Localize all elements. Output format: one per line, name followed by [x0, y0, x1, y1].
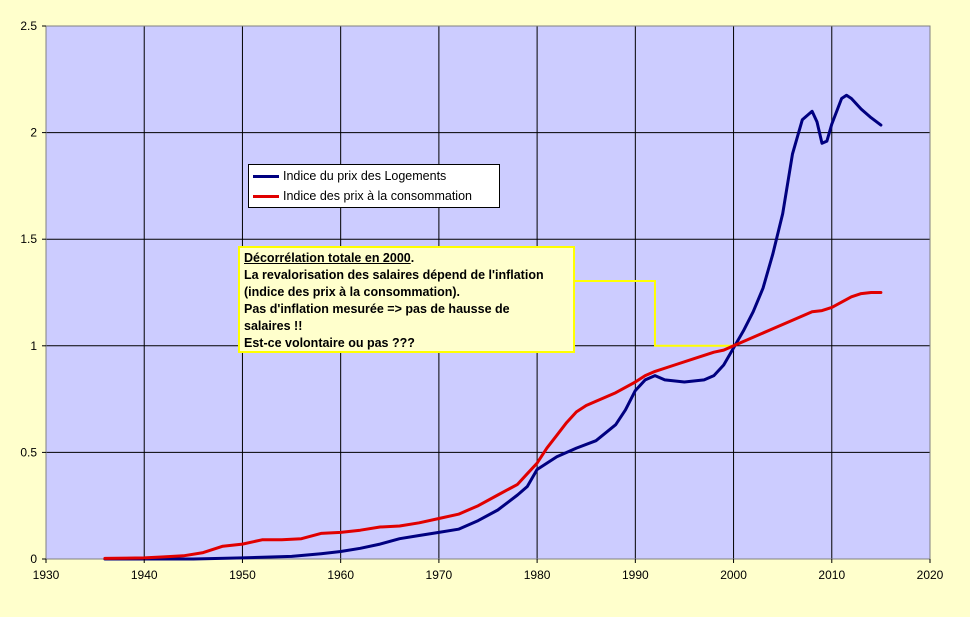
x-tick-label-1960: 1960: [327, 568, 354, 582]
x-tick-label-1940: 1940: [131, 568, 158, 582]
annotation-connector-line: [575, 280, 734, 347]
plot-border: [45, 25, 931, 560]
y-tick-label-1.5: 1.5: [20, 232, 37, 246]
legend-label-consommation: Indice des prix à la consommation: [283, 189, 472, 203]
annotation-connector: [575, 280, 734, 347]
grid: [45, 25, 931, 560]
y-axis: 0 0.5 1 1.5 2 2.5: [20, 19, 46, 566]
annotation-title-line: Décorrélation totale en 2000.: [244, 250, 569, 267]
y-tick-label-0: 0: [30, 552, 37, 566]
legend-swatch-logements: [253, 174, 279, 178]
annotation-line-5: Est-ce volontaire ou pas ???: [244, 336, 415, 350]
annotation-box: Décorrélation totale en 2000. La revalor…: [238, 246, 575, 353]
x-tick-label-1980: 1980: [524, 568, 551, 582]
legend-label-logements: Indice du prix des Logements: [283, 169, 447, 183]
x-tick-label-2020: 2020: [917, 568, 944, 582]
x-tick-label-1990: 1990: [622, 568, 649, 582]
legend-item-consommation: Indice des prix à la consommation: [253, 187, 472, 205]
legend: Indice du prix des Logements Indice des …: [248, 164, 500, 208]
series-line-0: [103, 93, 883, 561]
y-tick-label-1: 1: [30, 339, 37, 353]
y-tick-label-0.5: 0.5: [20, 445, 37, 459]
x-tick-label-1970: 1970: [426, 568, 453, 582]
series-lines: [103, 93, 883, 561]
annotation-line-4: salaires !!: [244, 319, 303, 333]
legend-swatch-consommation: [253, 194, 279, 198]
legend-item-logements: Indice du prix des Logements: [253, 167, 446, 185]
y-tick-label-2.5: 2.5: [20, 19, 37, 33]
annotation-line-1: La revalorisation des salaires dépend de…: [244, 268, 544, 282]
annotation-title-suffix: .: [410, 251, 415, 265]
x-tick-label-2000: 2000: [720, 568, 747, 582]
series-line-1: [103, 291, 883, 560]
x-tick-label-1930: 1930: [33, 568, 60, 582]
x-tick-label-1950: 1950: [229, 568, 256, 582]
x-axis: 1930 1940 1950 1960 1970 1980 1990 2000 2010 2020: [33, 559, 944, 582]
annotation-line-2: (indice des prix à la consommation).: [244, 285, 461, 299]
annotation-title: Décorrélation totale en 2000: [244, 251, 411, 265]
x-tick-label-2010: 2010: [818, 568, 845, 582]
annotation-line-3: Pas d'inflation mesurée => pas de hausse…: [244, 302, 510, 316]
y-tick-label-2: 2: [30, 126, 37, 140]
